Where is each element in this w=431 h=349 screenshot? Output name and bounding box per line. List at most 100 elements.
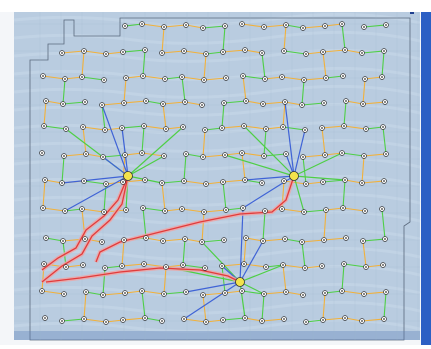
array-cable — [305, 319, 324, 323]
turbine-hub — [163, 293, 165, 295]
turbine-hub — [322, 51, 324, 53]
array-cable — [125, 75, 144, 79]
array-cable — [242, 75, 247, 102]
turbine-hub — [224, 25, 226, 27]
turbine-hub — [361, 320, 363, 322]
turbine-hub — [184, 238, 186, 240]
turbine-hub — [302, 27, 304, 29]
array-cable — [323, 237, 347, 241]
array-cable — [282, 126, 306, 131]
turbine-hub — [82, 126, 84, 128]
array-cable — [61, 50, 85, 54]
array-cable — [365, 126, 384, 130]
array-cable — [164, 76, 183, 80]
array-cable — [82, 126, 106, 131]
array-cable — [83, 50, 107, 55]
array-cable — [121, 239, 125, 267]
feeder-cable — [284, 101, 295, 177]
turbine-hub — [365, 266, 367, 268]
turbine-hub — [185, 291, 187, 293]
array-cable — [204, 127, 223, 131]
turbine-hub — [205, 321, 207, 323]
array-cable — [304, 265, 323, 269]
array-cable — [324, 23, 343, 27]
turbine-hub — [364, 78, 366, 80]
turbine-hub — [204, 267, 206, 269]
turbine-hub — [101, 241, 103, 243]
feeder-cable — [239, 281, 246, 319]
turbine-hub — [384, 101, 386, 103]
turbine-hub — [381, 76, 383, 78]
array-cable — [42, 75, 66, 80]
turbine-hub — [62, 240, 64, 242]
array-cable — [41, 290, 65, 295]
array-cable — [142, 207, 166, 212]
array-cable — [284, 238, 303, 243]
array-cable — [104, 127, 123, 131]
turbine-hub — [141, 290, 143, 292]
turbine-hub — [282, 126, 284, 128]
array-cable — [64, 76, 83, 80]
turbine-hub — [325, 209, 327, 211]
turbine-hub — [42, 75, 44, 77]
turbine-hub — [285, 24, 287, 26]
array-cable — [105, 319, 124, 323]
turbine-hub — [324, 154, 326, 156]
array-cable — [245, 100, 264, 105]
turbine-hub — [285, 153, 287, 155]
turbine-hub — [183, 180, 185, 182]
turbine-hub — [363, 26, 365, 28]
array-cable — [203, 209, 227, 213]
feeder-cable — [293, 152, 343, 177]
feeder-cable — [121, 127, 129, 177]
array-cable — [163, 266, 167, 295]
footer-strip — [14, 331, 420, 340]
array-cable — [362, 238, 386, 242]
turbine-hub — [344, 49, 346, 51]
turbine-hub — [202, 294, 204, 296]
turbine-hub — [182, 264, 184, 266]
turbine-hub — [65, 266, 67, 268]
turbine-hub — [383, 50, 385, 52]
turbine-hub — [383, 180, 385, 182]
array-cable — [62, 78, 66, 105]
array-cable — [305, 51, 324, 55]
turbine-hub — [361, 182, 363, 184]
sea-texture — [13, 264, 421, 279]
turbine-hub — [125, 209, 127, 211]
array-cable — [181, 208, 205, 213]
turbine-hub — [264, 78, 266, 80]
feeder-cable — [239, 207, 244, 283]
array-cable — [163, 291, 187, 295]
turbine-hub — [201, 241, 203, 243]
turbine-hub — [125, 77, 127, 79]
sea-texture — [13, 210, 421, 225]
array-cable — [243, 263, 267, 268]
turbine-hub — [364, 210, 366, 212]
array-cable — [322, 317, 346, 321]
array-cable — [341, 152, 365, 157]
sea-texture — [13, 120, 421, 135]
array-cable — [283, 24, 287, 52]
sea-texture — [13, 102, 421, 117]
turbine-hub — [164, 210, 166, 212]
turbine-hub — [223, 239, 225, 241]
array-cable — [161, 26, 165, 54]
array-cable — [83, 291, 87, 320]
map-header-bar — [0, 0, 431, 12]
turbine-hub — [105, 183, 107, 185]
array-cable — [325, 75, 344, 79]
array-cable — [205, 181, 224, 185]
array-cable — [343, 100, 347, 127]
array-cable — [205, 51, 224, 55]
turbine-hub — [225, 77, 227, 79]
array-cable — [224, 152, 243, 156]
turbine-hub — [241, 290, 243, 292]
turbine-hub — [243, 125, 245, 127]
turbine-hub — [121, 265, 123, 267]
array-cable — [381, 208, 386, 240]
feeder-cable — [127, 126, 184, 177]
array-cable — [183, 318, 207, 323]
